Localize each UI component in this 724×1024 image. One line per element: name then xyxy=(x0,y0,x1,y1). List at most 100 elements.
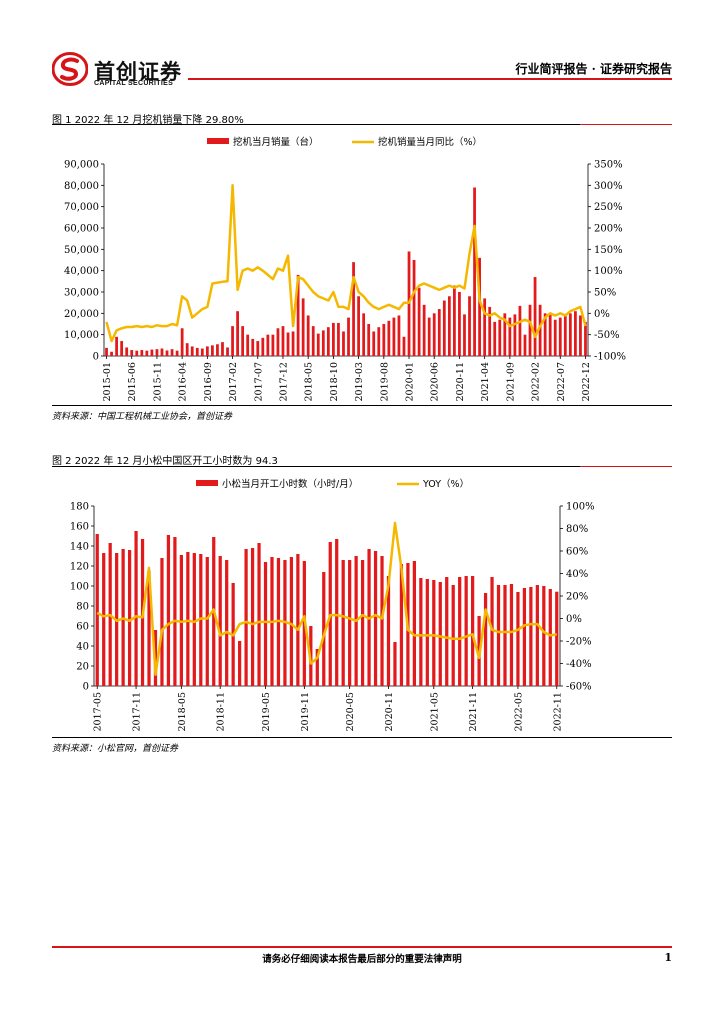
x-tick-label: 2018-11 xyxy=(216,692,227,731)
x-tick-label: 2015-11 xyxy=(152,362,163,401)
y-tick-label: 20,000 xyxy=(64,309,99,320)
bar xyxy=(529,587,533,686)
bar xyxy=(102,553,106,686)
bar xyxy=(584,321,587,356)
bar xyxy=(579,315,582,356)
bar xyxy=(471,576,475,686)
bar xyxy=(463,314,466,356)
x-tick-label: 2019-11 xyxy=(300,692,311,731)
x-tick-label: 2021-05 xyxy=(429,692,440,731)
bar xyxy=(503,313,507,356)
figure-1-title: 图 1 2022 年 12 月挖机销量下降 29.80% xyxy=(52,115,244,126)
y-tick-label: 20 xyxy=(76,662,89,673)
y2-tick-label: 100% xyxy=(566,502,595,513)
bar xyxy=(458,577,462,686)
bar xyxy=(490,577,494,686)
x-tick-label: 2022-02 xyxy=(531,362,542,401)
bar xyxy=(125,347,129,356)
y-tick-label: 60,000 xyxy=(64,224,99,235)
bar xyxy=(341,560,345,686)
y2-tick-label: -20% xyxy=(566,637,592,648)
y2-tick-label: -60% xyxy=(566,682,592,693)
x-tick-label: 2020-05 xyxy=(345,692,356,731)
bar xyxy=(261,337,265,356)
bar xyxy=(543,313,547,356)
y-tick-label: 70,000 xyxy=(64,202,99,213)
bar xyxy=(140,350,144,356)
bar xyxy=(200,348,204,356)
x-tick-label: 2020-01 xyxy=(405,362,416,401)
y-tick-label: 60 xyxy=(76,622,89,633)
bar xyxy=(508,317,512,356)
bar xyxy=(105,347,108,356)
x-tick-label: 2017-12 xyxy=(278,362,289,401)
bar xyxy=(315,649,319,686)
bar xyxy=(437,309,441,356)
bar xyxy=(386,576,391,686)
y-tick-label: 120 xyxy=(70,562,89,573)
x-tick-label: 2019-08 xyxy=(379,362,390,401)
header-rule xyxy=(188,78,672,80)
bar xyxy=(175,350,179,356)
bar xyxy=(387,320,391,356)
bar xyxy=(190,346,194,356)
bar xyxy=(110,351,113,356)
bar xyxy=(380,556,384,686)
bar xyxy=(130,350,134,356)
bar xyxy=(347,317,350,356)
bar xyxy=(518,305,522,356)
x-tick-label: 2021-04 xyxy=(480,362,491,401)
x-tick-label: 2017-02 xyxy=(228,362,239,401)
y-tick-label: 90,000 xyxy=(64,160,99,171)
bar xyxy=(218,556,222,686)
bar xyxy=(382,324,386,356)
y2-tick-label: 250% xyxy=(594,202,623,213)
y-tick-label: 180 xyxy=(70,502,89,513)
x-tick-label: 2019-05 xyxy=(261,692,272,731)
x-tick-label: 2022-07 xyxy=(556,362,567,401)
y2-tick-label: 150% xyxy=(594,245,623,256)
y-tick-label: 160 xyxy=(70,522,89,533)
figure-1-accent-rule xyxy=(580,124,672,125)
bar xyxy=(412,260,416,356)
bar xyxy=(468,296,471,356)
bar xyxy=(221,342,224,356)
bar xyxy=(316,333,320,356)
bar xyxy=(558,317,562,356)
legend-bar-label: 小松当月开工小时数（小时/月） xyxy=(222,478,358,490)
bar xyxy=(173,537,177,686)
bar xyxy=(127,550,132,686)
bar xyxy=(160,558,164,686)
bar xyxy=(522,588,527,686)
bar xyxy=(326,327,330,356)
x-tick-label: 2018-05 xyxy=(304,362,315,401)
y2-tick-label: 40% xyxy=(566,569,588,580)
bar xyxy=(257,543,261,686)
bar xyxy=(509,584,514,686)
bar xyxy=(478,257,481,356)
bar xyxy=(473,187,476,356)
bar xyxy=(263,562,268,686)
bar xyxy=(145,350,149,356)
bar xyxy=(225,560,229,686)
bar xyxy=(337,322,340,356)
bar xyxy=(538,304,542,356)
bar xyxy=(453,285,456,356)
bar xyxy=(451,585,455,686)
bar xyxy=(180,328,184,356)
x-tick-label: 2019-03 xyxy=(354,362,365,401)
x-tick-label: 2022-11 xyxy=(552,692,563,731)
bar xyxy=(241,326,245,356)
y-tick-label: 30,000 xyxy=(64,288,99,299)
y-tick-label: 80 xyxy=(76,602,89,613)
x-tick-label: 2021-09 xyxy=(505,362,516,401)
bar xyxy=(432,580,436,686)
bar xyxy=(458,292,461,356)
x-tick-label: 2020-11 xyxy=(455,362,466,401)
figure-1-top-rule xyxy=(52,124,672,125)
brand-name: 首创证券 xyxy=(94,60,182,84)
bar xyxy=(357,296,360,356)
bar xyxy=(301,298,305,356)
bar xyxy=(256,341,260,356)
bar xyxy=(135,350,139,356)
